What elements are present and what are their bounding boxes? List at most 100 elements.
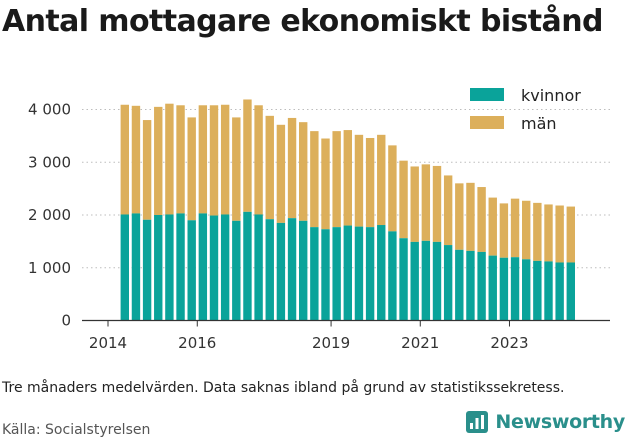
bar-kvinnor	[555, 262, 564, 321]
bar-man	[265, 115, 274, 220]
bar-kvinnor	[488, 255, 497, 321]
bar-man	[377, 134, 386, 226]
y-axis-ticks: 0 1 000 2 000 3 000 4 000	[28, 101, 71, 330]
bar-man	[232, 117, 241, 221]
bar-kvinnor	[209, 215, 219, 321]
bar-man	[432, 165, 442, 242]
bar-man	[522, 200, 531, 260]
bar-kvinnor	[522, 259, 531, 321]
newsworthy-logo-icon	[466, 411, 489, 433]
bar-man	[455, 183, 464, 250]
bar-kvinnor	[232, 220, 241, 321]
bar-kvinnor	[187, 220, 196, 321]
bar-man	[555, 205, 564, 263]
bar-kvinnor	[332, 227, 341, 321]
y-tick-label: 4 000	[28, 101, 71, 119]
bar-man	[165, 103, 174, 215]
chart-title: Antal mottagare ekonomiskt bistånd	[2, 4, 603, 39]
bar-man	[343, 130, 352, 226]
bar-man	[176, 105, 185, 214]
bar-kvinnor	[299, 220, 308, 321]
bar-kvinnor	[176, 213, 185, 321]
bar-man	[276, 124, 286, 223]
bar-kvinnor	[455, 249, 464, 321]
bar-kvinnor	[477, 251, 486, 321]
bar-man	[421, 164, 431, 241]
bar-man	[354, 134, 364, 227]
legend: kvinnor män	[470, 86, 581, 133]
bar-kvinnor	[198, 213, 208, 321]
bar-man	[365, 137, 375, 228]
bar-man	[443, 175, 453, 246]
bar-kvinnor	[365, 227, 375, 321]
bar-man	[388, 145, 397, 232]
x-tick-label: 2023	[490, 334, 528, 352]
bar-man	[198, 105, 208, 214]
bar-man	[209, 105, 219, 216]
bar-man	[120, 104, 129, 215]
bar-kvinnor	[410, 241, 419, 321]
bar-man	[321, 138, 330, 230]
bar-man	[187, 117, 196, 221]
bar-man	[332, 131, 341, 228]
bar-kvinnor	[287, 218, 297, 321]
bar-kvinnor	[432, 241, 442, 321]
legend-label-man: män	[521, 114, 557, 133]
bar-kvinnor	[265, 219, 274, 321]
bar-kvinnor	[254, 214, 263, 321]
bar-man	[477, 187, 486, 252]
bar-man	[533, 202, 542, 261]
bar-man	[131, 105, 141, 214]
x-axis-ticks: 2014 2016 2019 2021 2023	[89, 320, 529, 352]
newsworthy-logo-text: Newsworthy	[495, 411, 625, 433]
y-tick-label: 0	[61, 312, 71, 330]
bar-kvinnor	[142, 219, 152, 321]
bar-kvinnor	[566, 262, 575, 321]
bar-man	[544, 204, 553, 262]
bar-man	[399, 160, 408, 239]
source-credit: Källa: Socialstyrelsen	[2, 422, 151, 438]
x-tick-label: 2014	[89, 334, 127, 352]
bar-kvinnor	[388, 231, 397, 321]
bar-man	[510, 198, 520, 258]
y-tick-label: 3 000	[28, 153, 71, 171]
bar-kvinnor	[131, 213, 141, 321]
bar-kvinnor	[533, 260, 542, 321]
bar-kvinnor	[443, 245, 453, 321]
bar-kvinnor	[276, 222, 286, 321]
x-tick-label: 2019	[312, 334, 350, 352]
bar-man	[154, 106, 163, 215]
bar-kvinnor	[165, 214, 174, 321]
bar-man	[499, 203, 509, 258]
y-tick-label: 2 000	[28, 206, 71, 224]
bar-man	[410, 166, 419, 242]
x-tick-label: 2016	[178, 334, 216, 352]
bar-man	[488, 197, 497, 256]
bar-kvinnor	[377, 225, 386, 321]
bar-man	[142, 120, 152, 220]
bars	[120, 99, 575, 321]
bar-man	[299, 122, 308, 221]
legend-swatch-kvinnor	[470, 88, 504, 101]
bar-kvinnor	[321, 229, 330, 321]
bar-kvinnor	[421, 240, 431, 321]
bar-man	[566, 206, 575, 263]
bar-kvinnor	[466, 250, 475, 321]
y-tick-label: 1 000	[28, 259, 71, 277]
bar-man	[310, 131, 319, 228]
bar-kvinnor	[154, 215, 163, 321]
newsworthy-logo: Newsworthy	[465, 410, 625, 434]
bar-man	[220, 104, 230, 215]
bar-kvinnor	[354, 226, 364, 321]
x-tick-label: 2021	[401, 334, 439, 352]
bar-man	[466, 182, 475, 251]
bar-kvinnor	[499, 257, 509, 321]
bar-kvinnor	[120, 214, 129, 321]
bar-kvinnor	[310, 227, 319, 321]
bar-kvinnor	[510, 257, 520, 321]
bar-kvinnor	[399, 238, 408, 321]
bar-kvinnor	[544, 261, 553, 321]
bar-man	[287, 117, 297, 219]
footnote: Tre månaders medelvärden. Data saknas ib…	[2, 380, 565, 396]
